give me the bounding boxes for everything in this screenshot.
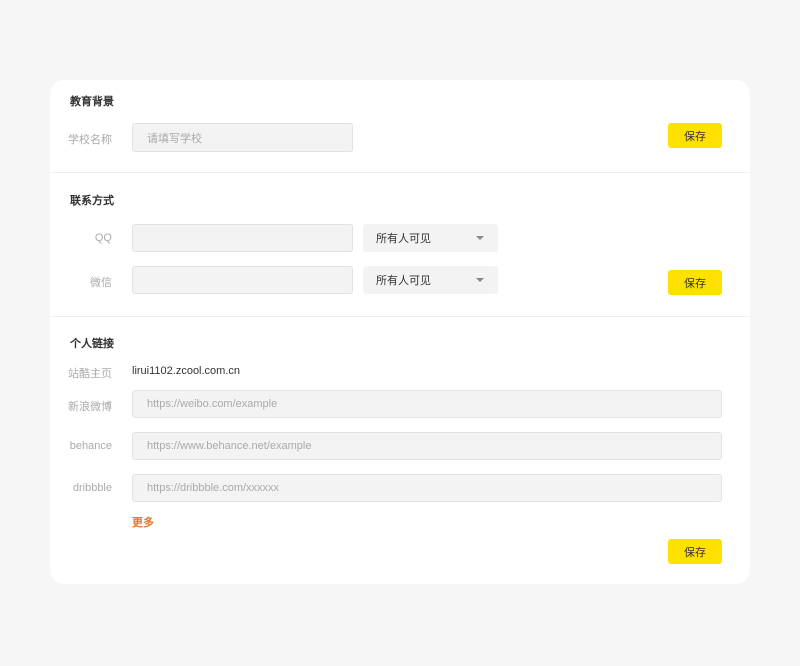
education-save-button[interactable]: 保存 [668,123,722,148]
qq-label: QQ [94,232,112,244]
education-section-title: 教育背景 [70,96,114,108]
contact-save-button[interactable]: 保存 [668,270,722,295]
chevron-down-icon [476,236,484,240]
wechat-input[interactable] [132,266,353,294]
qq-visibility-value: 所有人可见 [376,233,431,245]
links-save-button[interactable]: 保存 [668,539,722,564]
zcool-value: lirui1102.zcool.com.cn [132,365,241,377]
wechat-visibility-select[interactable]: 所有人可见 [363,266,498,294]
wechat-label: 微信 [90,277,112,289]
weibo-input[interactable]: https://weibo.com/example [132,390,722,418]
dribbble-input[interactable]: https://dribbble.com/xxxxxx [132,474,722,502]
chevron-down-icon [476,278,484,282]
behance-input[interactable]: https://www.behance.net/example [132,432,722,460]
contact-section-title: 联系方式 [70,195,114,207]
school-label: 学校名称 [68,134,112,146]
qq-visibility-select[interactable]: 所有人可见 [363,224,498,252]
more-link[interactable]: 更多 [132,517,154,529]
zcool-label: 站酷主页 [68,368,112,380]
behance-label: behance [69,440,112,452]
school-input[interactable]: 请填写学校 [132,123,353,152]
wechat-visibility-value: 所有人可见 [376,275,431,287]
links-section-title: 个人链接 [70,338,114,350]
weibo-label: 新浪微博 [68,401,112,413]
dribbble-label: dribbble [72,482,112,494]
divider [50,316,750,317]
profile-settings-card: 教育背景 学校名称 请填写学校 保存 联系方式 QQ 所有人可见 微信 所有人可… [50,80,750,584]
divider [50,172,750,173]
qq-input[interactable] [132,224,353,252]
